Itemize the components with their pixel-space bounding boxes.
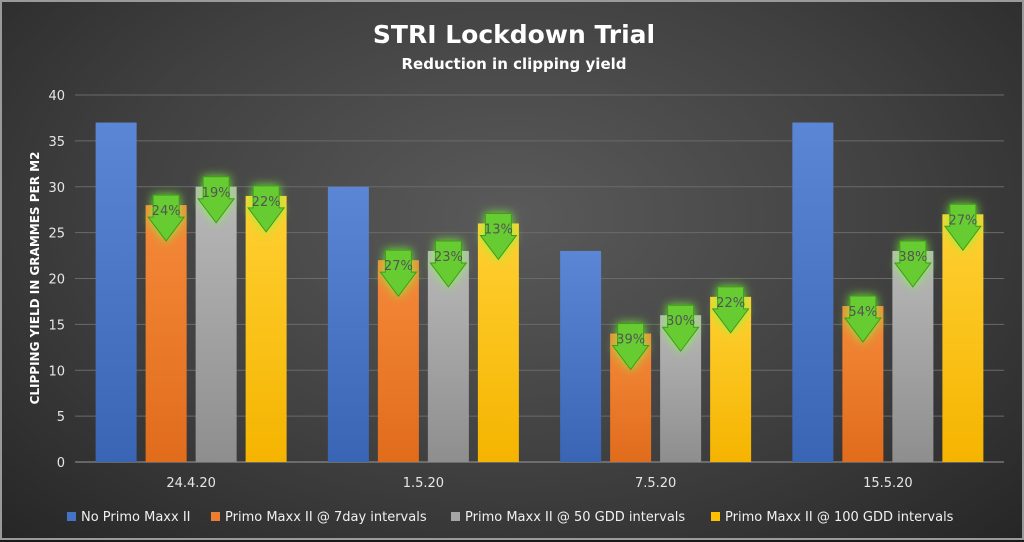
reduction-arrow	[711, 286, 750, 334]
reduction-arrow	[893, 240, 932, 288]
chart-subtitle: Reduction in clipping yield	[402, 55, 627, 73]
bar	[195, 186, 237, 462]
y-tick-label: 25	[48, 227, 65, 242]
reduction-label: 24%	[152, 204, 181, 219]
y-tick-label: 5	[57, 410, 65, 425]
legend: No Primo Maxx II Primo Maxx II @ 7day int…	[67, 510, 954, 525]
y-axis-label: CLIPPING YIELD IN GRAMMES PER M2	[28, 152, 42, 405]
reduction-arrow	[429, 240, 468, 288]
y-tick-label: 30	[48, 181, 65, 196]
bar	[560, 250, 602, 462]
reduction-label: 38%	[898, 250, 927, 265]
y-tick-label: 35	[48, 135, 65, 150]
bar	[245, 195, 287, 463]
bar	[95, 122, 137, 463]
legend-swatch	[711, 512, 720, 521]
bar	[327, 186, 369, 462]
legend-label: Primo Maxx II @ 7day intervals	[225, 510, 427, 525]
x-tick-label: 24.4.20	[166, 476, 216, 491]
reduction-label: 22%	[252, 195, 281, 210]
y-tick-label: 15	[48, 318, 65, 333]
reduction-label: 22%	[716, 296, 745, 311]
reduction-arrow	[843, 295, 882, 343]
reduction-arrow	[479, 212, 518, 261]
reduction-arrows: 24% 19% 22% 27% 23% 13% 39% 30% 22% 54% 38% 27%	[147, 176, 982, 371]
reduction-arrow	[197, 176, 236, 224]
y-tick-label: 40	[48, 89, 65, 104]
bar	[942, 214, 984, 462]
x-tick-label: 15.5.20	[863, 476, 913, 491]
reduction-label: 30%	[666, 314, 695, 329]
reduction-label: 54%	[848, 305, 877, 320]
bar	[792, 122, 834, 463]
legend-label: No Primo Maxx II	[81, 510, 191, 525]
y-tick-label: 0	[57, 456, 65, 471]
reduction-label: 39%	[616, 333, 645, 348]
x-axis-ticks: 24.4.20 1.5.20 7.5.20 15.5.20	[166, 476, 912, 491]
reduction-arrow	[247, 185, 286, 233]
reduction-arrow	[147, 194, 186, 242]
bar	[145, 205, 187, 462]
bar	[477, 223, 519, 462]
legend-label: Primo Maxx II @ 100 GDD intervals	[725, 510, 954, 525]
chart-title: STRI Lockdown Trial	[373, 20, 655, 49]
reduction-label: 19%	[202, 186, 231, 201]
reduction-label: 13%	[484, 222, 513, 237]
reduction-arrow	[611, 323, 650, 371]
x-tick-label: 1.5.20	[403, 476, 444, 491]
reduction-label: 27%	[384, 259, 413, 274]
reduction-arrow	[379, 249, 418, 297]
y-tick-label: 10	[48, 364, 65, 379]
reduction-arrow	[661, 304, 700, 353]
bars	[95, 122, 984, 463]
legend-swatch	[67, 512, 76, 521]
reduction-arrow	[943, 203, 982, 252]
reduction-label: 27%	[948, 213, 977, 228]
y-axis-ticks: 0 5 10 15 20 25 30 35 40	[48, 89, 65, 471]
y-tick-label: 20	[48, 273, 65, 288]
reduction-label: 23%	[434, 250, 463, 265]
legend-label: Primo Maxx II @ 50 GDD intervals	[465, 510, 685, 525]
legend-swatch	[451, 512, 460, 521]
legend-swatch	[211, 512, 220, 521]
x-tick-label: 7.5.20	[635, 476, 676, 491]
